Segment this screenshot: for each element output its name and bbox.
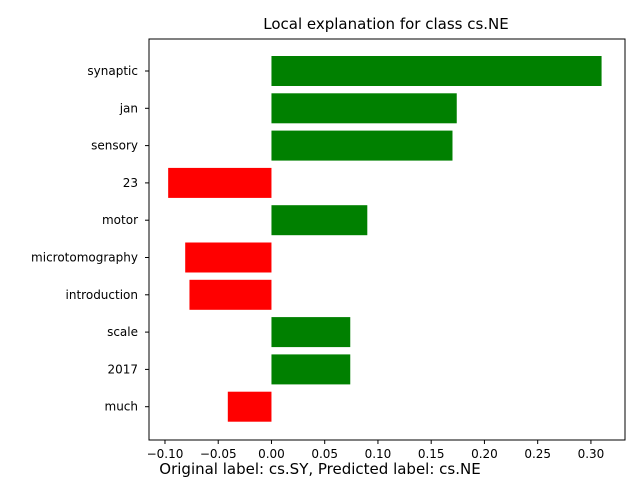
bar-2017 — [271, 354, 351, 385]
bar-synaptic — [271, 56, 602, 86]
bars-group — [168, 56, 602, 422]
bar-sensory — [271, 130, 453, 161]
y-tick-label: motor — [102, 213, 138, 227]
plot-frame — [148, 38, 626, 441]
chart-caption: Original label: cs.SY, Predicted label: … — [159, 460, 480, 478]
y-tick-label: 23 — [123, 176, 138, 190]
bar-much — [227, 391, 272, 422]
x-tick-label: 0.00 — [258, 447, 285, 461]
bar-microtomography — [185, 242, 272, 273]
y-tick-label: much — [105, 400, 139, 414]
y-tick-label: sensory — [91, 139, 138, 153]
chart-title: Local explanation for class cs.NE — [263, 15, 509, 33]
bar-motor — [271, 205, 368, 236]
x-tick-label: 0.15 — [418, 447, 445, 461]
bar-introduction — [189, 279, 272, 310]
y-tick-label: synaptic — [87, 64, 138, 78]
y-tick-label: scale — [107, 325, 138, 339]
y-tick-label: jan — [119, 101, 138, 115]
bar-23 — [168, 167, 272, 198]
x-tick-label: −0.10 — [147, 447, 184, 461]
x-tick-label: −0.05 — [200, 447, 237, 461]
bar-scale — [271, 317, 351, 348]
x-axis: −0.10 −0.05 0.00 0.05 0.10 0.15 0.20 0.25 0.30 — [147, 440, 605, 461]
y-tick-label: 2017 — [107, 362, 138, 376]
x-tick-label: 0.30 — [578, 447, 605, 461]
x-tick-label: 0.20 — [471, 447, 498, 461]
y-tick-label: microtomography — [31, 251, 138, 265]
x-tick-label: 0.25 — [524, 447, 551, 461]
y-axis: synaptic jan sensory 23 motor microtomography… — [31, 64, 149, 414]
y-tick-label: introduction — [66, 288, 138, 302]
bar-jan — [271, 93, 457, 124]
x-tick-label: 0.10 — [365, 447, 392, 461]
x-tick-label: 0.05 — [311, 447, 338, 461]
